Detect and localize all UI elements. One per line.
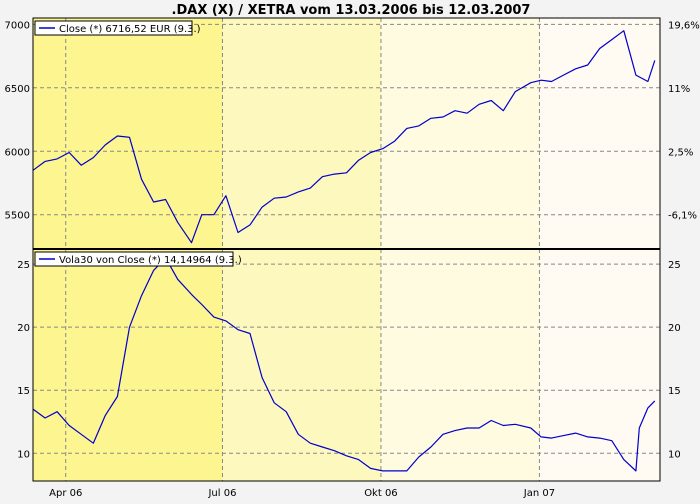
panel1-ytick-left-label: 7000 (5, 20, 30, 31)
panel2-ytick-left-label: 15 (17, 386, 30, 397)
panel1-ytick-right-label: 11% (668, 84, 690, 95)
xtick-label: Apr 06 (49, 488, 82, 499)
xtick-label: Jul 06 (207, 488, 236, 499)
panel2-ytick-right-label: 25 (668, 260, 681, 271)
panel1-band-q1 (33, 18, 223, 249)
panel2-band-q1 (33, 249, 223, 481)
panel2-legend: Vola30 von Close (*) 14,14964 (9.3.) (34, 251, 242, 267)
panel2-ytick-left-label: 25 (17, 260, 30, 271)
panel-frames (32, 17, 661, 482)
panel2-ytick-right-label: 15 (668, 386, 681, 397)
panel2-legend-box (34, 251, 234, 267)
panel1-band-q4 (539, 18, 660, 249)
panel1-ytick-left-label: 6000 (5, 147, 30, 158)
xtick-label: Jan 07 (523, 488, 555, 499)
panel1-band-q3 (380, 18, 540, 249)
panel2-band-q2 (222, 249, 381, 481)
legends: Close (*) 6716,52 EUR (9.3.) Vola30 von C… (34, 20, 242, 267)
panel2-legend-label: Vola30 von Close (*) 14,14964 (9.3.) (59, 255, 242, 266)
panel1-ytick-left-label: 5500 (5, 211, 30, 222)
panel1-band-q2 (222, 18, 381, 249)
panel1-ytick-right-label: 2,5% (668, 147, 693, 158)
panel2-ytick-right-label: 10 (668, 449, 681, 460)
panel2-band-q4 (539, 249, 660, 481)
panel1-series-line (32, 30, 656, 244)
panel2-band-q3 (380, 249, 540, 481)
grid-lines (33, 18, 660, 481)
panel1-legend: Close (*) 6716,52 EUR (9.3.) (34, 20, 201, 36)
background-bands (33, 18, 660, 481)
chart-title: .DAX (X) / XETRA vom 13.03.2006 bis 12.0… (172, 3, 531, 18)
xtick-label: Okt 06 (364, 488, 398, 499)
panel1-ytick-left-label: 6500 (5, 84, 30, 95)
panel2-ytick-left-label: 20 (17, 323, 30, 334)
panel1-ytick-right-label: -6,1% (668, 211, 697, 222)
panel2-series-line (32, 257, 656, 472)
series-layer (32, 30, 656, 472)
panel1-ytick-right-label: 19,6% (668, 20, 700, 31)
panel2-ytick-right-label: 20 (668, 323, 681, 334)
panel1-legend-box (34, 20, 193, 36)
axis-tick-labels: 5500 -6,1% 6000 2,5% 6500 11% 7000 19,6% 10 10 15 1… (5, 20, 700, 499)
panel2-ytick-left-label: 10 (17, 449, 30, 460)
panel1-legend-label: Close (*) 6716,52 EUR (9.3.) (59, 24, 201, 35)
